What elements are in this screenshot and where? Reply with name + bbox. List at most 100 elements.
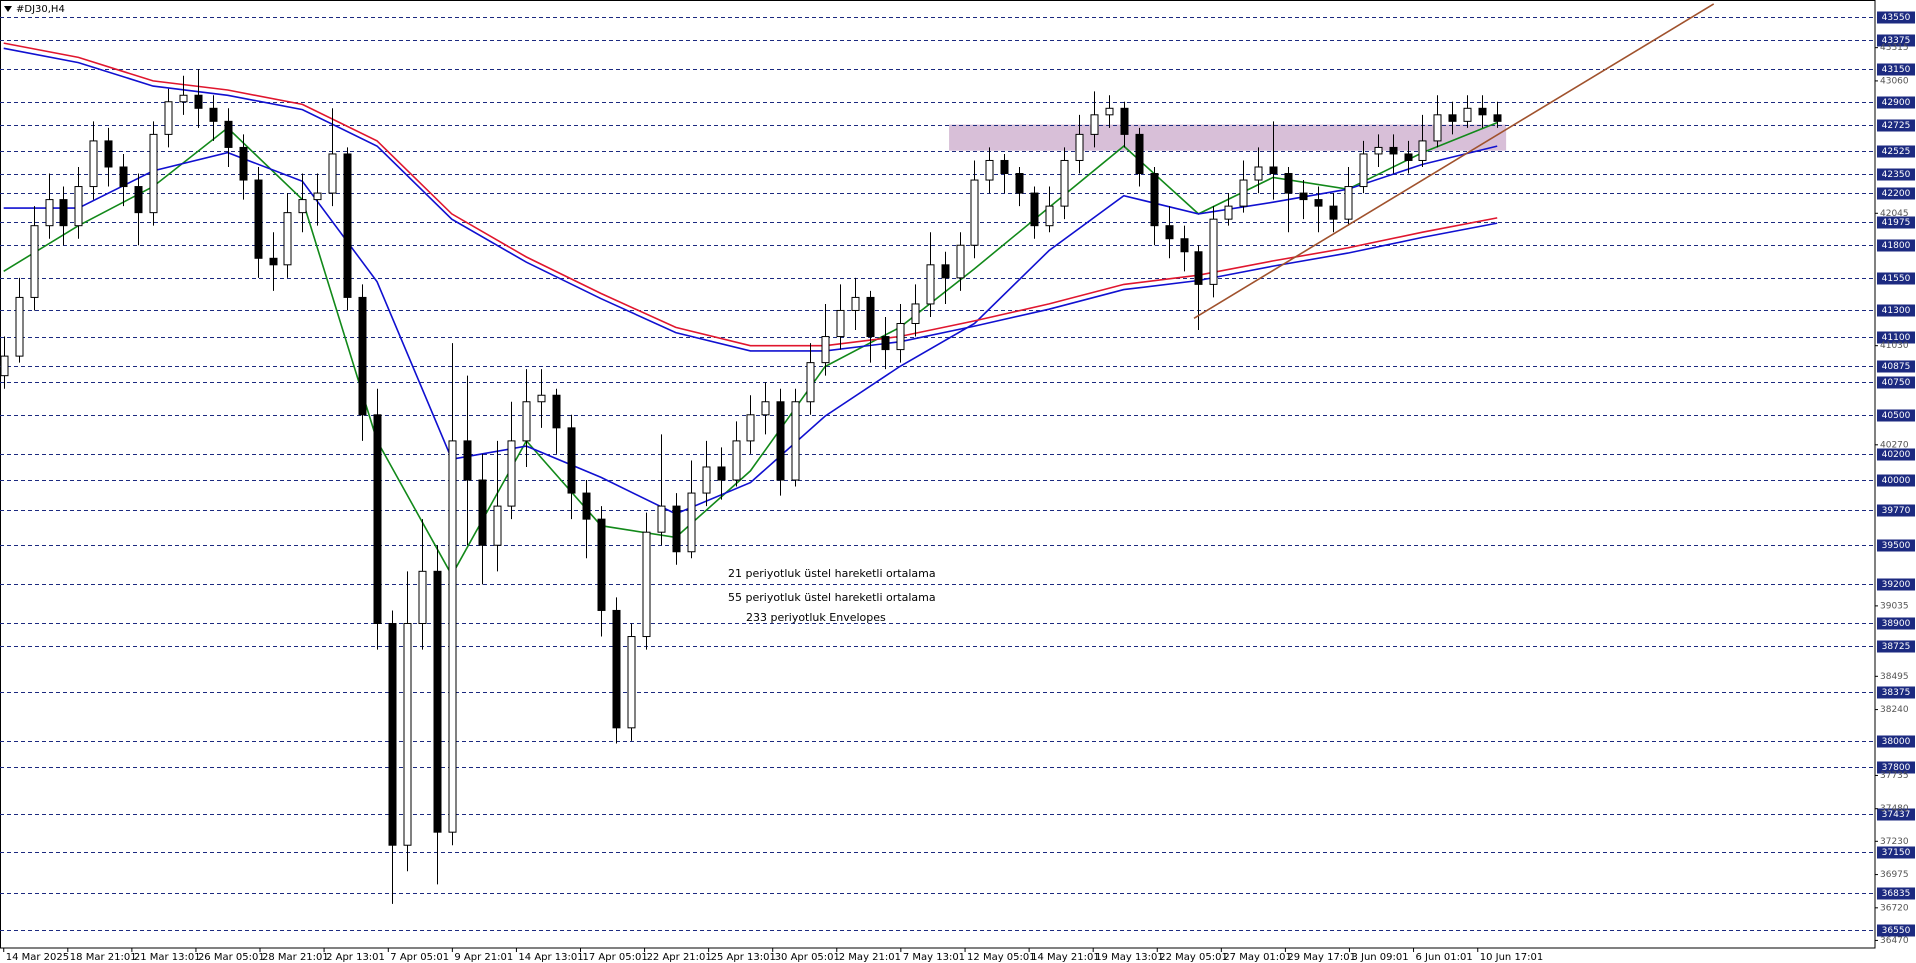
candle-body xyxy=(298,199,307,214)
level-label-box xyxy=(1877,168,1915,181)
level-label: 41975 xyxy=(1882,218,1911,228)
level-label-box xyxy=(1877,808,1915,821)
x-tick-label: 27 May 01:01 xyxy=(1223,952,1292,963)
level-label: 40500 xyxy=(1882,411,1911,421)
candle-body xyxy=(1150,173,1159,227)
candle-body xyxy=(821,336,830,364)
x-tick-label: 17 Apr 05:01 xyxy=(582,952,647,963)
candle-body xyxy=(507,440,516,507)
level-label-box xyxy=(1877,887,1915,900)
x-tick-label: 26 Mar 05:01 xyxy=(198,952,265,963)
level-label: 38375 xyxy=(1882,688,1911,698)
x-tick-label: 14 Apr 13:01 xyxy=(518,952,583,963)
x-tick-label: 25 Apr 13:01 xyxy=(711,952,776,963)
candle-body xyxy=(343,153,352,298)
candle-body xyxy=(1269,166,1278,175)
level-label-box xyxy=(1877,376,1915,389)
legend-envelopes: 233 periyotluk Envelopes xyxy=(746,611,886,624)
level-label-box xyxy=(1877,216,1915,229)
level-label-box xyxy=(1877,304,1915,317)
level-label: 38725 xyxy=(1882,642,1911,652)
x-tick-label: 6 Jun 01:01 xyxy=(1416,952,1473,963)
candle-body xyxy=(164,101,173,135)
y-tick-label: 38495 xyxy=(1880,672,1909,682)
level-label: 39770 xyxy=(1882,506,1911,516)
level-label: 42350 xyxy=(1882,170,1911,180)
candle-body xyxy=(1209,218,1218,285)
candle-body xyxy=(1254,166,1263,181)
level-label: 38900 xyxy=(1882,619,1911,629)
candle-body xyxy=(45,199,54,227)
level-label-box xyxy=(1877,504,1915,517)
candle-body xyxy=(1299,192,1308,201)
level-label-box xyxy=(1877,96,1915,109)
indicator-lower-line xyxy=(3,47,1498,352)
level-label-box xyxy=(1877,409,1915,422)
y-tick-label: 38240 xyxy=(1880,705,1909,715)
candle-body xyxy=(463,440,472,481)
candle-body xyxy=(1075,133,1084,161)
y-tick-label: 36720 xyxy=(1880,903,1909,913)
candle-body xyxy=(493,505,502,546)
candle-body xyxy=(1224,205,1233,220)
candle-body xyxy=(1105,107,1114,116)
candle-body xyxy=(836,309,845,338)
candle-body xyxy=(74,186,83,227)
candle-body xyxy=(209,107,218,122)
candle-body xyxy=(911,303,920,325)
candle-body xyxy=(896,323,905,351)
candle-body xyxy=(418,570,427,624)
legend-ema55: 55 periyotluk üstel hareketli ortalama xyxy=(728,591,936,604)
candle-body xyxy=(1314,199,1323,207)
level-label-box xyxy=(1877,187,1915,200)
level-label: 39200 xyxy=(1882,580,1911,590)
x-tick-label: 18 Mar 21:01 xyxy=(70,952,137,963)
candle-body xyxy=(328,153,337,194)
y-tick-label: 43060 xyxy=(1880,76,1909,86)
candle-body xyxy=(941,264,950,279)
candle-body xyxy=(776,401,785,481)
candle-body xyxy=(717,466,726,481)
level-label-box xyxy=(1877,617,1915,630)
candle-body xyxy=(985,159,994,181)
candle-body xyxy=(1433,114,1442,142)
candle-body xyxy=(1239,179,1248,207)
x-tick-label: 10 Jun 17:01 xyxy=(1480,952,1544,963)
chart-title: #DJ30,H4 xyxy=(16,4,65,15)
y-tick-label: 42045 xyxy=(1880,209,1909,219)
candle-body xyxy=(1194,251,1203,285)
level-label: 43375 xyxy=(1882,36,1911,46)
candle-body xyxy=(881,336,890,351)
candle-body xyxy=(194,94,203,109)
candle-body xyxy=(1359,153,1368,188)
indicator-line xyxy=(3,121,1498,577)
level-label: 42900 xyxy=(1882,98,1911,108)
level-label-box xyxy=(1877,640,1915,653)
candle-body xyxy=(746,414,755,442)
trendline xyxy=(1193,3,1715,319)
candle-body xyxy=(761,401,770,416)
candle-body xyxy=(239,146,248,181)
x-tick-label: 22 May 05:01 xyxy=(1159,952,1228,963)
menu-arrow[interactable] xyxy=(4,6,12,12)
level-label-box xyxy=(1877,11,1915,24)
level-label: 37150 xyxy=(1882,848,1911,858)
x-tick-label: 29 May 17:01 xyxy=(1287,952,1356,963)
x-tick-label: 22 Apr 21:01 xyxy=(647,952,712,963)
candle-body xyxy=(358,296,367,416)
level-label: 41100 xyxy=(1882,333,1911,343)
candle-body xyxy=(15,296,24,357)
candle-body xyxy=(1135,133,1144,175)
candle-body xyxy=(1448,114,1457,122)
candle-body xyxy=(582,492,591,520)
level-label-box xyxy=(1877,539,1915,552)
y-tick-label: 43315 xyxy=(1880,43,1909,53)
level-label: 42200 xyxy=(1882,189,1911,199)
candle-body xyxy=(1329,205,1338,220)
x-tick-label: 9 Apr 21:01 xyxy=(454,952,513,963)
indicator-line xyxy=(3,145,1498,515)
x-tick-label: 14 May 21:01 xyxy=(1031,952,1100,963)
x-tick-label: 2 May 21:01 xyxy=(839,952,901,963)
candle-body xyxy=(672,505,681,553)
